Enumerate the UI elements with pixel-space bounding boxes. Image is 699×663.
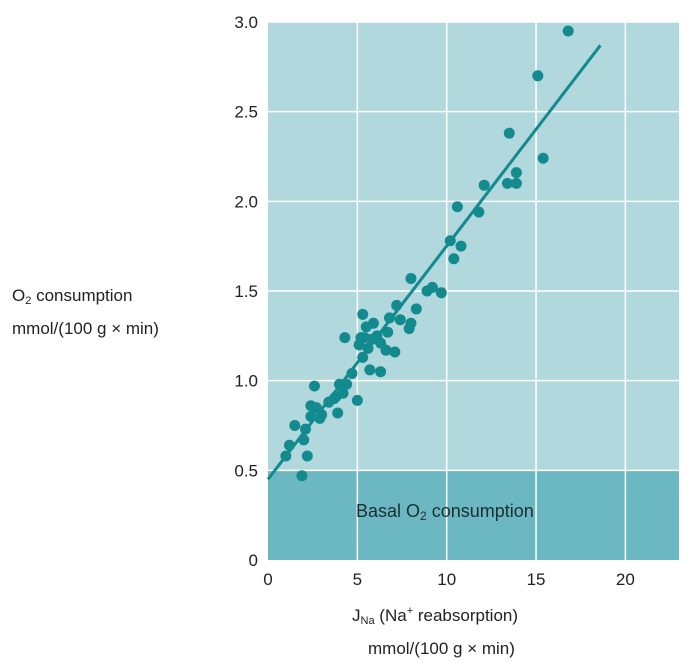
- data-point: [296, 470, 308, 482]
- regression-line: [266, 44, 602, 481]
- data-point: [339, 332, 351, 344]
- y-tick-label: 3.0: [234, 13, 258, 32]
- data-point: [503, 127, 515, 139]
- data-point: [410, 303, 422, 315]
- data-point: [451, 201, 463, 213]
- data-point: [351, 394, 363, 406]
- y-axis-label: O2 consumption mmol/(100 g × min): [12, 282, 159, 342]
- data-point: [448, 253, 460, 265]
- data-point: [391, 299, 403, 311]
- data-point: [403, 323, 415, 335]
- data-point: [314, 412, 326, 424]
- data-point: [283, 439, 295, 451]
- data-point: [300, 423, 312, 435]
- x-tick-label: 15: [527, 570, 546, 589]
- data-point: [473, 206, 485, 218]
- data-point: [405, 272, 417, 284]
- data-point: [289, 420, 301, 431]
- basal-region: [268, 470, 679, 560]
- fit-line-group: [266, 44, 602, 481]
- data-point: [357, 351, 369, 363]
- data-point: [346, 367, 358, 379]
- data-point: [501, 177, 513, 189]
- data-point: [323, 396, 335, 408]
- data-point: [537, 152, 549, 164]
- data-point: [382, 326, 394, 338]
- y-tick-label: 2.0: [234, 192, 258, 211]
- data-point: [332, 407, 344, 419]
- y-tick-label: 1.0: [234, 372, 258, 391]
- data-point: [298, 434, 310, 446]
- data-point: [444, 235, 456, 247]
- data-point: [394, 314, 406, 326]
- data-point: [562, 25, 574, 37]
- x-tick-label: 20: [616, 570, 635, 589]
- data-point: [455, 240, 467, 252]
- data-point: [357, 308, 369, 320]
- x-tick-label: 5: [353, 570, 362, 589]
- y-tick-label: 2.5: [234, 103, 258, 122]
- data-point: [532, 70, 544, 82]
- data-point: [435, 287, 447, 299]
- data-point: [384, 312, 396, 324]
- data-point: [510, 167, 522, 179]
- y-tick-label: 0.5: [234, 461, 258, 480]
- y-axis-label-line1: O2 consumption: [12, 286, 133, 307]
- tick-labels: 0 5 10 15 20 0 0.5 1.0 1.5 2.0 2.5 3.0: [234, 13, 634, 589]
- data-point: [510, 177, 522, 189]
- data-points: [280, 25, 574, 482]
- data-point: [280, 450, 292, 462]
- data-point: [375, 366, 387, 378]
- data-point: [360, 321, 372, 333]
- data-point: [305, 411, 317, 423]
- data-point: [353, 339, 365, 351]
- data-point: [301, 450, 313, 462]
- data-point: [421, 285, 433, 297]
- data-point: [308, 380, 320, 392]
- x-axis-label-line2: mmol/(100 g × min): [368, 639, 515, 658]
- basal-region-label: Basal O2 consumption: [356, 501, 534, 523]
- data-point: [389, 346, 401, 358]
- data-point: [333, 378, 345, 390]
- y-axis-label-line2: mmol/(100 g × min): [12, 319, 159, 338]
- x-axis-label-line1: JNa (Na+ reabsorption): [352, 605, 519, 627]
- x-tick-label: 10: [437, 570, 456, 589]
- y-tick-label: 1.5: [234, 282, 258, 301]
- data-point: [478, 179, 490, 191]
- data-point: [364, 364, 376, 376]
- data-point: [305, 400, 317, 412]
- y-tick-label: 0: [249, 551, 258, 570]
- data-point: [362, 342, 374, 354]
- x-tick-label: 0: [263, 570, 272, 589]
- x-axis-label: JNa (Na+ reabsorption) mmol/(100 g × min…: [330, 598, 630, 662]
